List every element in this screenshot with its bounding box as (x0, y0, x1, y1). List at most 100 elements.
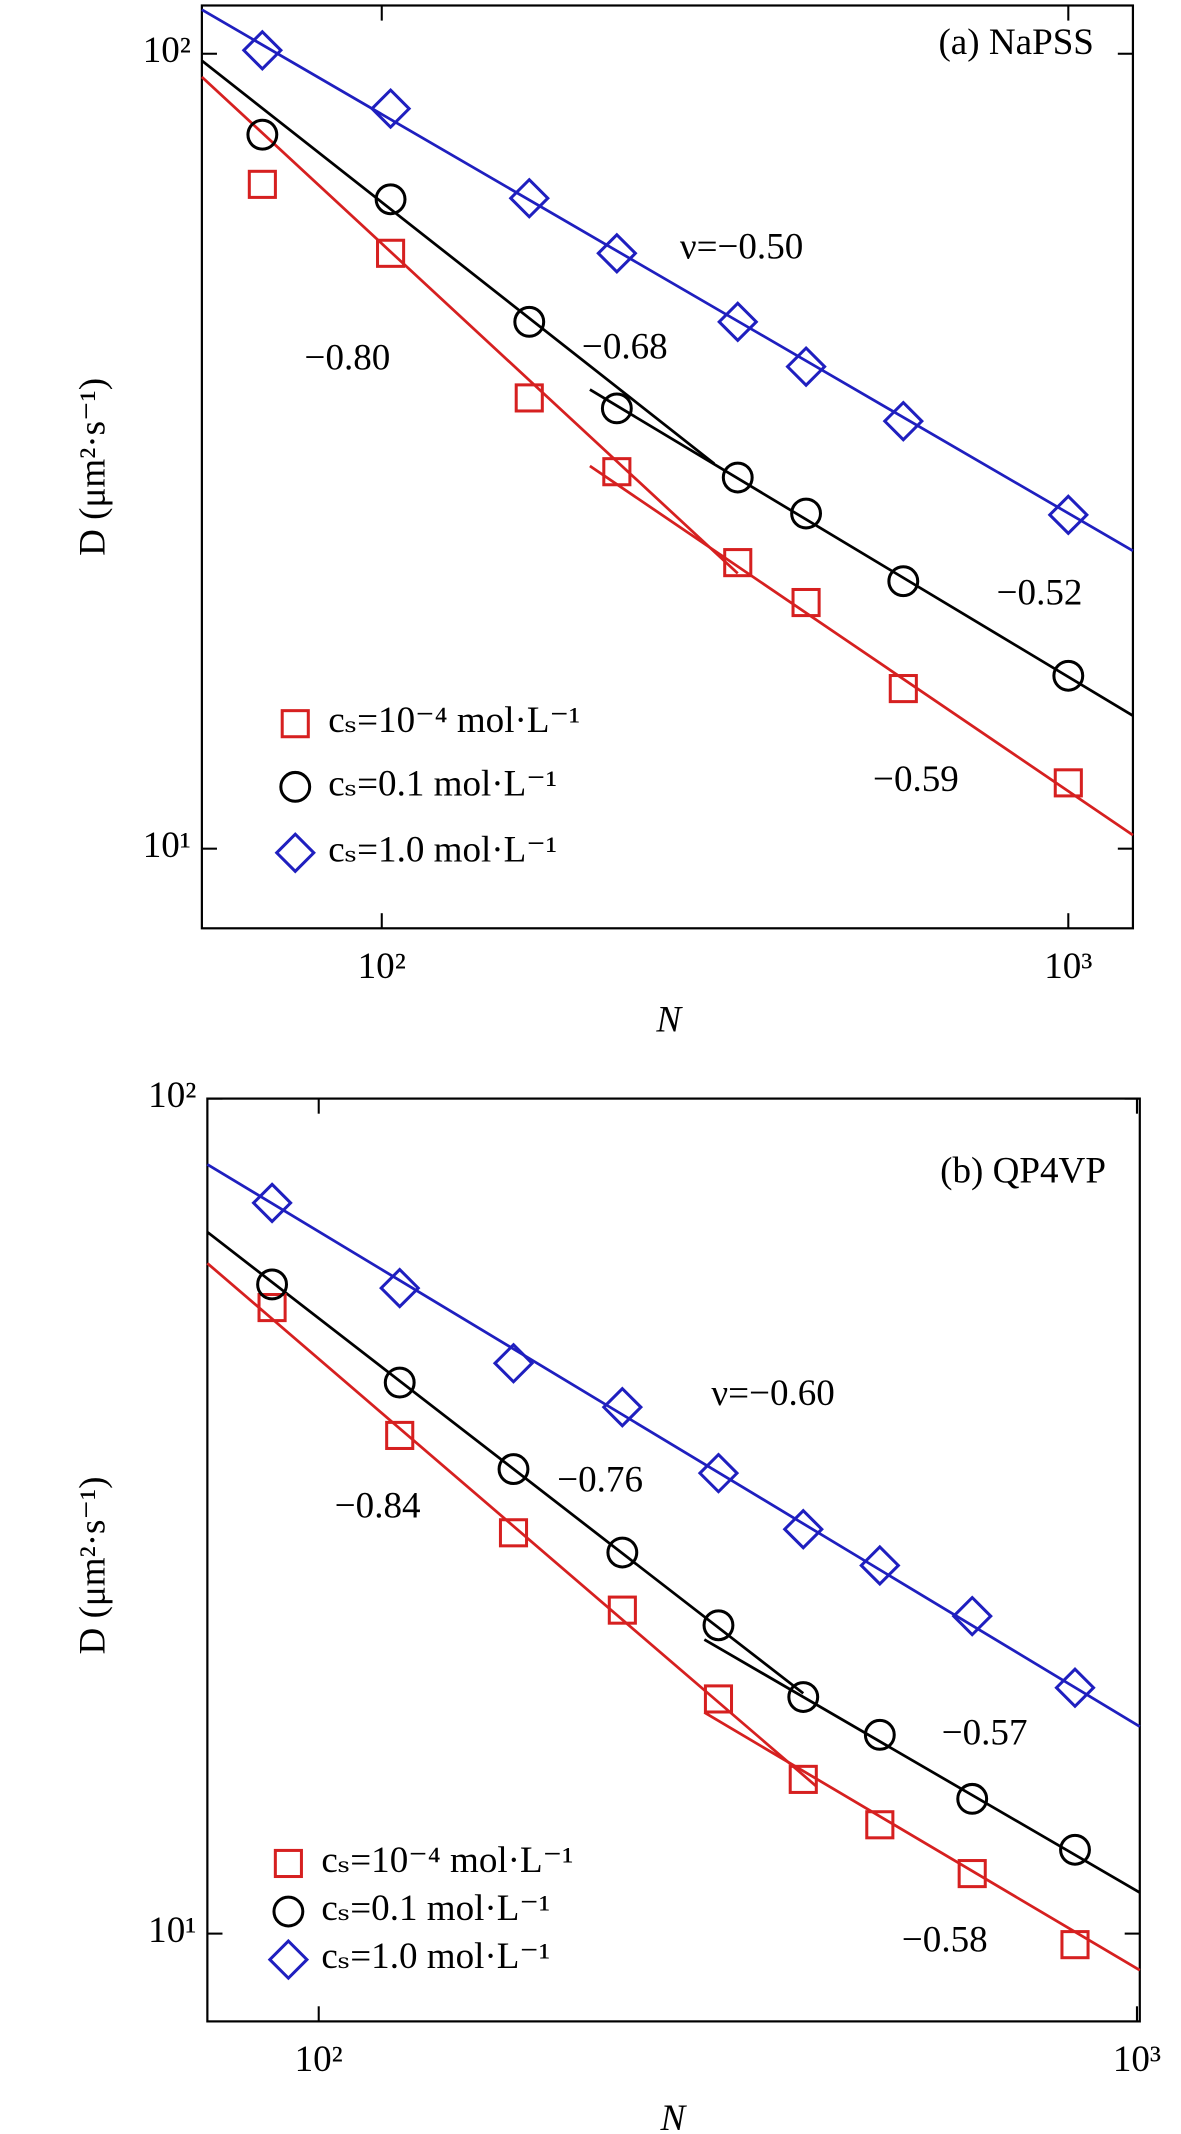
data-point (607, 1595, 637, 1625)
data-point (887, 565, 920, 598)
data-point (788, 1764, 818, 1794)
data-point (957, 1859, 987, 1889)
x-axis-label: N (655, 1000, 683, 1041)
fit-line (589, 464, 1134, 837)
annotation: −0.58 (902, 1920, 988, 1961)
y-tick-label: 10¹ (143, 825, 191, 866)
fit-line (206, 1231, 805, 1695)
data-point (859, 1544, 901, 1587)
data-point (383, 1366, 416, 1399)
x-tick-label: 10² (358, 946, 406, 987)
data-point (956, 1782, 989, 1815)
y-tick-label: 10² (143, 30, 191, 71)
data-point (376, 238, 406, 268)
legend-label: cₛ=0.1 mol·L⁻¹ (328, 763, 557, 804)
data-point (697, 1452, 740, 1494)
data-point (385, 1420, 415, 1450)
data-point (863, 1718, 896, 1751)
x-axis-label: N (660, 2098, 688, 2134)
data-point (369, 87, 412, 130)
data-point (790, 497, 823, 530)
data-point (702, 1609, 735, 1642)
legend-marker (274, 832, 316, 874)
legend-label: cₛ=0.1 mol·L⁻¹ (321, 1888, 550, 1929)
data-point (1060, 1930, 1090, 1960)
legend-label: cₛ=10⁻⁴ mol·L⁻¹ (328, 700, 580, 741)
fit-line (206, 1262, 818, 1788)
data-point (508, 177, 550, 219)
data-point (596, 232, 638, 274)
data-point (247, 169, 277, 199)
data-point (497, 1453, 530, 1486)
annotation: −0.80 (305, 338, 391, 379)
y-axis-label: D (μm²·s⁻¹) (73, 1476, 114, 1654)
data-point (703, 1684, 734, 1714)
data-point (251, 1182, 293, 1224)
plot-frame (200, 4, 1135, 930)
plot-frame (206, 1097, 1141, 2023)
data-point (256, 1268, 289, 1301)
data-point (717, 301, 759, 343)
data-point (721, 461, 754, 494)
data-point (606, 1536, 639, 1569)
x-tick-label: 10³ (1044, 946, 1092, 987)
data-point (513, 305, 546, 338)
legend-label: cₛ=1.0 mol·L⁻¹ (321, 1936, 550, 1977)
legend-marker (273, 1848, 303, 1879)
fit-line (201, 59, 716, 465)
data-point (791, 587, 821, 618)
annotation: −0.57 (942, 1712, 1028, 1753)
data-point (601, 1386, 644, 1428)
annotation: −0.76 (557, 1460, 643, 1501)
legend-marker (272, 1895, 305, 1928)
data-point (882, 400, 924, 442)
data-point (379, 1267, 421, 1309)
data-point (514, 383, 544, 413)
x-tick-label: 10² (295, 2039, 343, 2080)
legend-marker (280, 709, 310, 739)
legend-marker (279, 770, 312, 803)
data-point (1059, 1833, 1091, 1866)
data-point (723, 548, 753, 578)
data-point (785, 345, 827, 388)
annotation: −0.52 (997, 572, 1083, 613)
data-point (602, 457, 632, 487)
annotation: ν=−0.50 (680, 226, 803, 267)
annotation: −0.68 (582, 327, 668, 368)
y-tick-label: 10¹ (148, 1910, 196, 1951)
x-tick-label: 10³ (1113, 2039, 1161, 2080)
data-point (865, 1810, 895, 1840)
data-point (498, 1518, 529, 1548)
data-point (782, 1508, 824, 1550)
fit-line (703, 1638, 1141, 1894)
data-point (492, 1342, 535, 1384)
annotation: −0.84 (335, 1486, 421, 1527)
data-point (374, 183, 407, 216)
data-point (246, 118, 279, 151)
y-axis-label: D (μm²·s⁻¹) (73, 378, 114, 556)
fit-line (703, 1711, 1141, 1972)
legend-marker (267, 1938, 310, 1981)
chart-title: (b) QP4VP (940, 1151, 1106, 1192)
data-point (951, 1595, 993, 1637)
legend-label: cₛ=1.0 mol·L⁻¹ (328, 829, 557, 870)
fit-line (589, 388, 1134, 717)
fit-line (206, 1163, 1141, 1728)
data-point (257, 1293, 287, 1323)
data-point (600, 392, 633, 425)
fit-line (201, 8, 1134, 552)
annotation: ν=−0.60 (711, 1373, 834, 1414)
data-point (1054, 1667, 1096, 1709)
legend-label: cₛ=10⁻⁴ mol·L⁻¹ (321, 1840, 573, 1881)
annotation: −0.59 (873, 759, 959, 800)
fit-line (200, 75, 739, 575)
y-tick-label: 10² (148, 1075, 196, 1116)
data-point (1052, 659, 1085, 692)
data-point (1053, 768, 1083, 798)
data-point (241, 29, 284, 71)
data-point (1047, 494, 1089, 536)
data-point (787, 1681, 820, 1713)
data-point (888, 674, 918, 704)
